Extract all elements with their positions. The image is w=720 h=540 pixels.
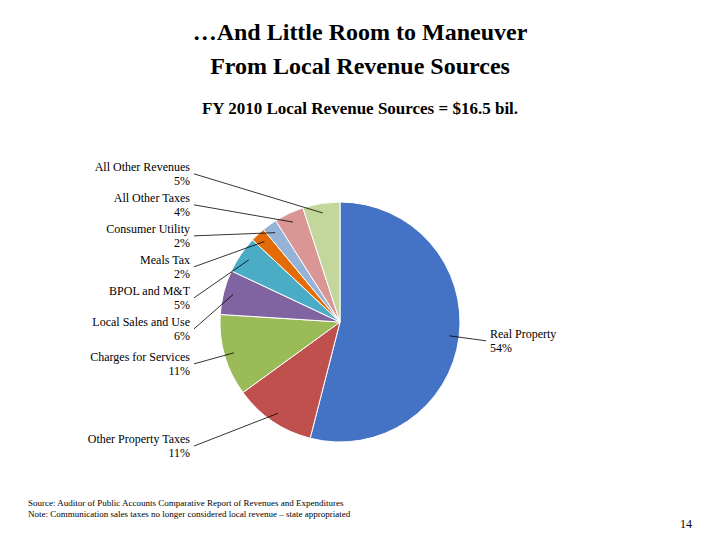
slice-label: All Other Revenues [95,160,191,174]
data-label: 6% [174,329,190,343]
title: From Local Revenue Sources [210,53,510,79]
slice [220,314,340,392]
leader-line [194,233,275,236]
slice-label: Consumer Utility [106,222,190,236]
subtitle: FY 2010 Local Revenue Sources = $16.5 bi… [202,99,518,118]
slice-label: Local Sales and Use [92,315,190,329]
leader-line [450,336,486,341]
data-label: 11% [168,364,190,378]
data-label: 5% [174,174,190,188]
slice [303,202,340,322]
chart-container: …And Little Room to Maneuver From Local R… [0,0,720,540]
slice-label: Other Property Taxes [88,432,191,446]
source-note: Note: Communication sales taxes no longe… [28,509,351,519]
data-label: 2% [174,236,190,250]
data-label: 11% [168,446,190,460]
leader-line [194,242,264,267]
data-label: 5% [174,298,190,312]
slice-label: Real Property [490,327,556,341]
leader-line [194,260,249,298]
source-note: Source: Auditor of Public Accounts Compa… [28,498,344,508]
chart: …And Little Room to Maneuver From Local R… [0,0,720,540]
labels: Real Property54%Other Property Taxes11%C… [88,160,557,460]
data-label: 2% [174,267,190,281]
slice-label: All Other Taxes [114,191,191,205]
slice-label: Charges for Services [90,350,190,364]
background [0,0,720,540]
slice-label: BPOL and M&T [109,284,191,298]
leader-line [194,205,293,222]
leader-line [194,353,234,364]
data-label: 4% [174,205,190,219]
slice-label: Meals Tax [140,253,190,267]
data-label: 54% [490,341,512,355]
pie [220,202,460,442]
title: …And Little Room to Maneuver [193,19,528,45]
leader-line [194,295,233,329]
page-number: 14 [680,517,692,531]
leader-line [194,413,278,446]
leader-line [194,174,323,213]
